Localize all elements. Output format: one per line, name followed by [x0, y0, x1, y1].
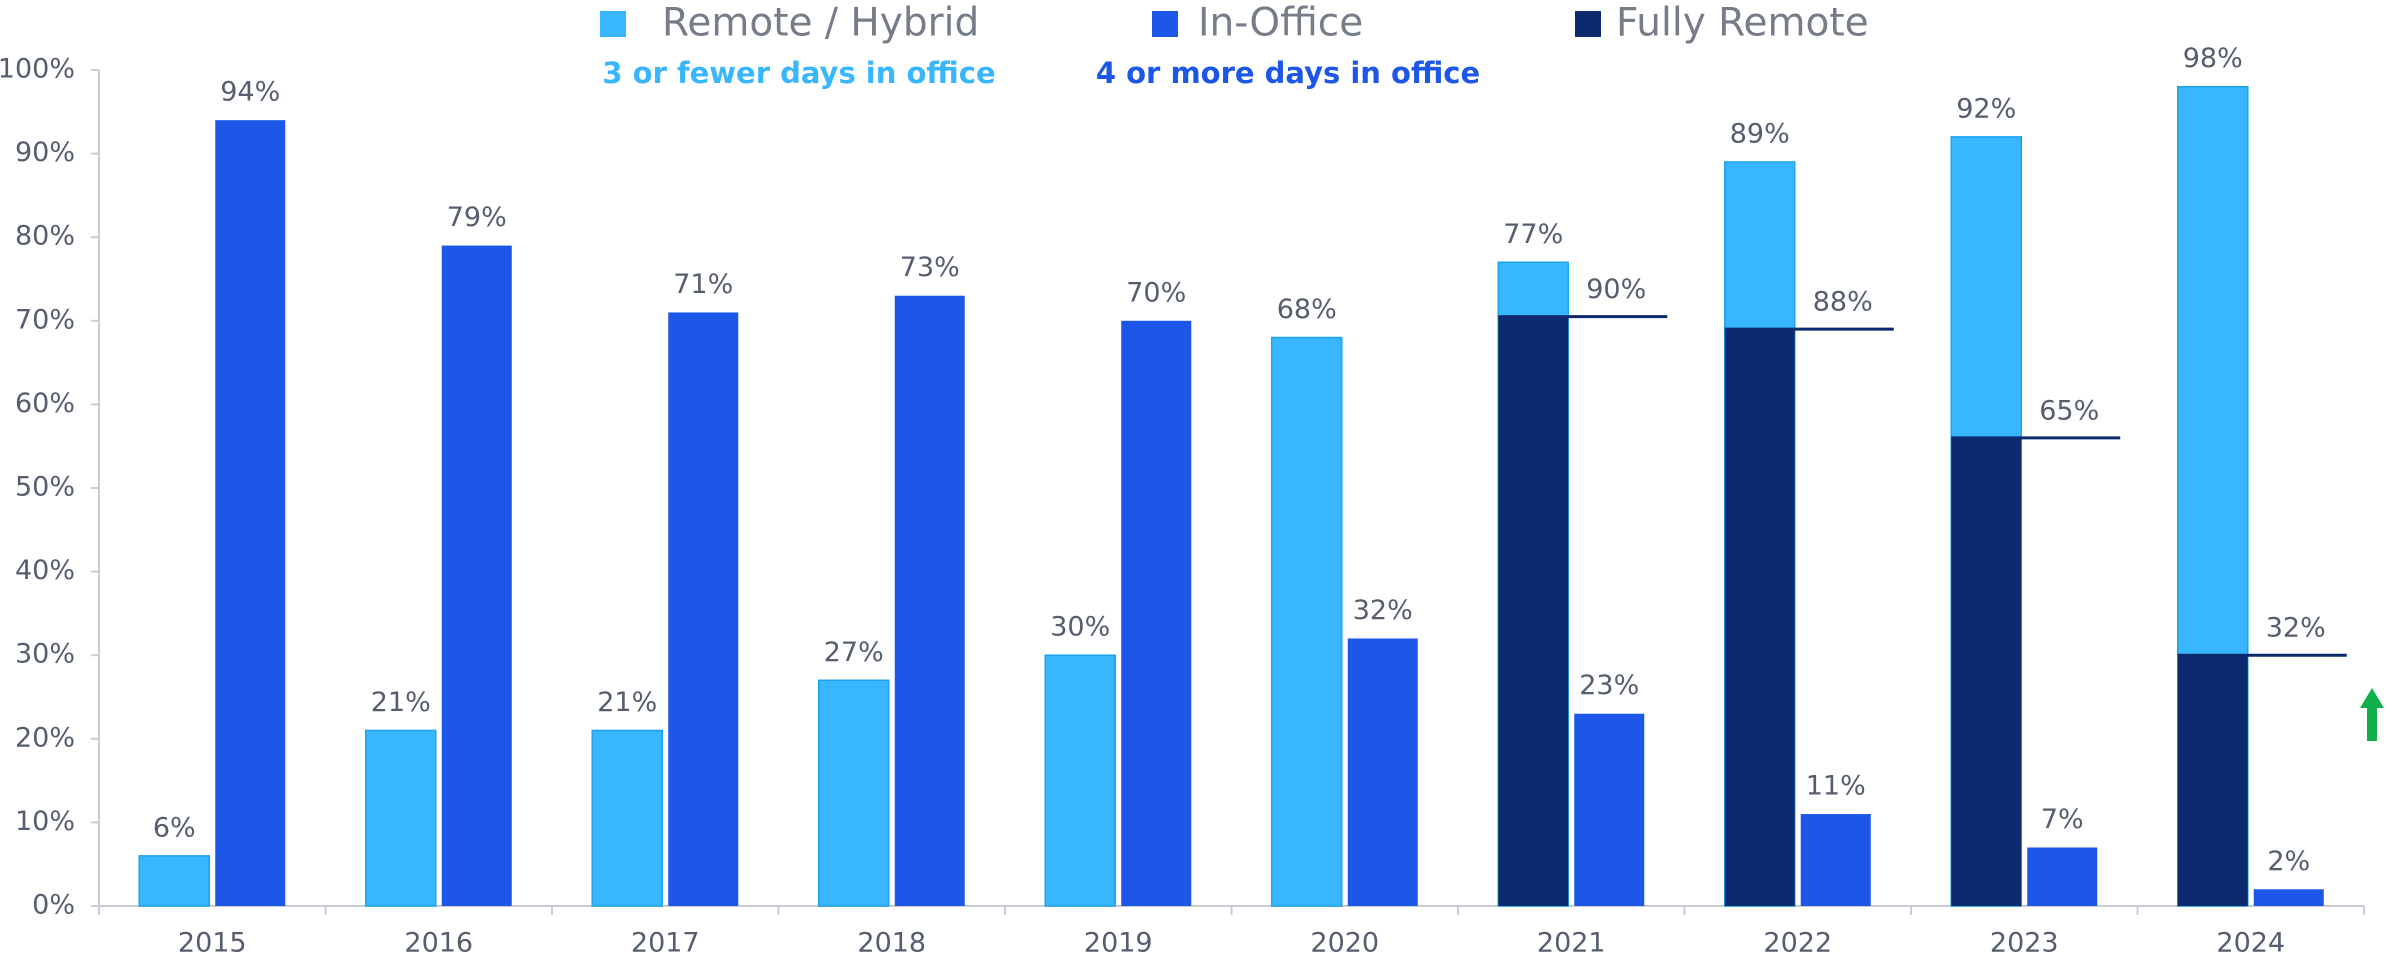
- x-tick-label: 2017: [631, 928, 700, 959]
- value-label: 70%: [1126, 277, 1186, 308]
- bar: [1724, 329, 1795, 906]
- x-tick-label: 2020: [1310, 928, 1379, 959]
- y-tick-label: 30%: [15, 639, 75, 670]
- bar: [2253, 889, 2324, 906]
- bar: [2027, 847, 2098, 906]
- value-label: 21%: [371, 687, 431, 718]
- value-label: 7%: [2041, 804, 2084, 835]
- x-tick-label: 2015: [178, 928, 247, 959]
- bar: [1800, 814, 1871, 906]
- y-tick-label: 70%: [15, 304, 75, 335]
- bar: [818, 679, 890, 907]
- bar: [591, 729, 663, 907]
- bar: [1498, 316, 1569, 906]
- legend-label: Fully Remote: [1616, 1, 1869, 46]
- bar: [2177, 655, 2248, 906]
- value-label: 2%: [2267, 846, 2310, 877]
- y-tick-label: 50%: [15, 472, 75, 503]
- legend-label: Remote / Hybrid: [662, 1, 979, 46]
- value-label: 71%: [673, 269, 733, 300]
- y-tick-label: 60%: [15, 388, 75, 419]
- bar: [1347, 638, 1418, 906]
- bar: [365, 729, 437, 907]
- annotation-label: 65%: [2039, 395, 2099, 426]
- legend-label: In-Office: [1198, 1, 1363, 46]
- bar: [1044, 654, 1116, 907]
- up-arrow: [2360, 688, 2384, 741]
- x-tick-label: 2018: [857, 928, 926, 959]
- y-tick-label: 10%: [15, 806, 75, 837]
- x-tick-label: 2019: [1084, 928, 1153, 959]
- annotation-label: 32%: [2266, 613, 2326, 644]
- legend-swatch: [1152, 11, 1178, 37]
- x-tick-label: 2022: [1763, 928, 1832, 959]
- value-label: 94%: [220, 77, 280, 108]
- value-label: 30%: [1050, 612, 1110, 643]
- value-label: 68%: [1277, 294, 1337, 325]
- value-label: 32%: [1353, 595, 1413, 626]
- bar: [1271, 336, 1343, 907]
- value-label: 6%: [153, 812, 196, 843]
- x-tick-label: 2021: [1537, 928, 1606, 959]
- value-label: 27%: [824, 637, 884, 668]
- y-tick-label: 0%: [32, 890, 75, 921]
- x-tick-label: 2024: [2216, 928, 2285, 959]
- x-tick-label: 2016: [404, 928, 473, 959]
- legend-swatch: [1575, 11, 1601, 37]
- bar: [668, 312, 739, 906]
- bar: [1951, 437, 2022, 906]
- value-label: 92%: [1956, 93, 2016, 124]
- value-label: 23%: [1579, 670, 1639, 701]
- y-tick-label: 100%: [0, 54, 75, 85]
- value-label: 77%: [1503, 219, 1563, 250]
- legend-note: 4 or more days in office: [1096, 56, 1480, 90]
- annotation-label: 88%: [1813, 287, 1873, 318]
- value-label: 73%: [900, 252, 960, 283]
- x-tick-label: 2023: [1990, 928, 2059, 959]
- bar: [1121, 320, 1192, 906]
- bar: [138, 855, 210, 907]
- annotation-label: 90%: [1586, 274, 1646, 305]
- bar: [441, 245, 512, 906]
- bar: [894, 295, 965, 907]
- legend-note: 3 or fewer days in office: [602, 56, 995, 90]
- y-tick-label: 20%: [15, 722, 75, 753]
- value-label: 98%: [2183, 43, 2243, 74]
- bar: [215, 120, 286, 906]
- y-tick-label: 40%: [15, 555, 75, 586]
- value-label: 79%: [447, 202, 507, 233]
- y-tick-label: 90%: [15, 137, 75, 168]
- value-label: 11%: [1806, 771, 1866, 802]
- y-tick-label: 80%: [15, 221, 75, 252]
- value-label: 21%: [597, 687, 657, 718]
- value-label: 89%: [1730, 118, 1790, 149]
- bar: [1574, 713, 1645, 906]
- legend-swatch: [600, 11, 626, 37]
